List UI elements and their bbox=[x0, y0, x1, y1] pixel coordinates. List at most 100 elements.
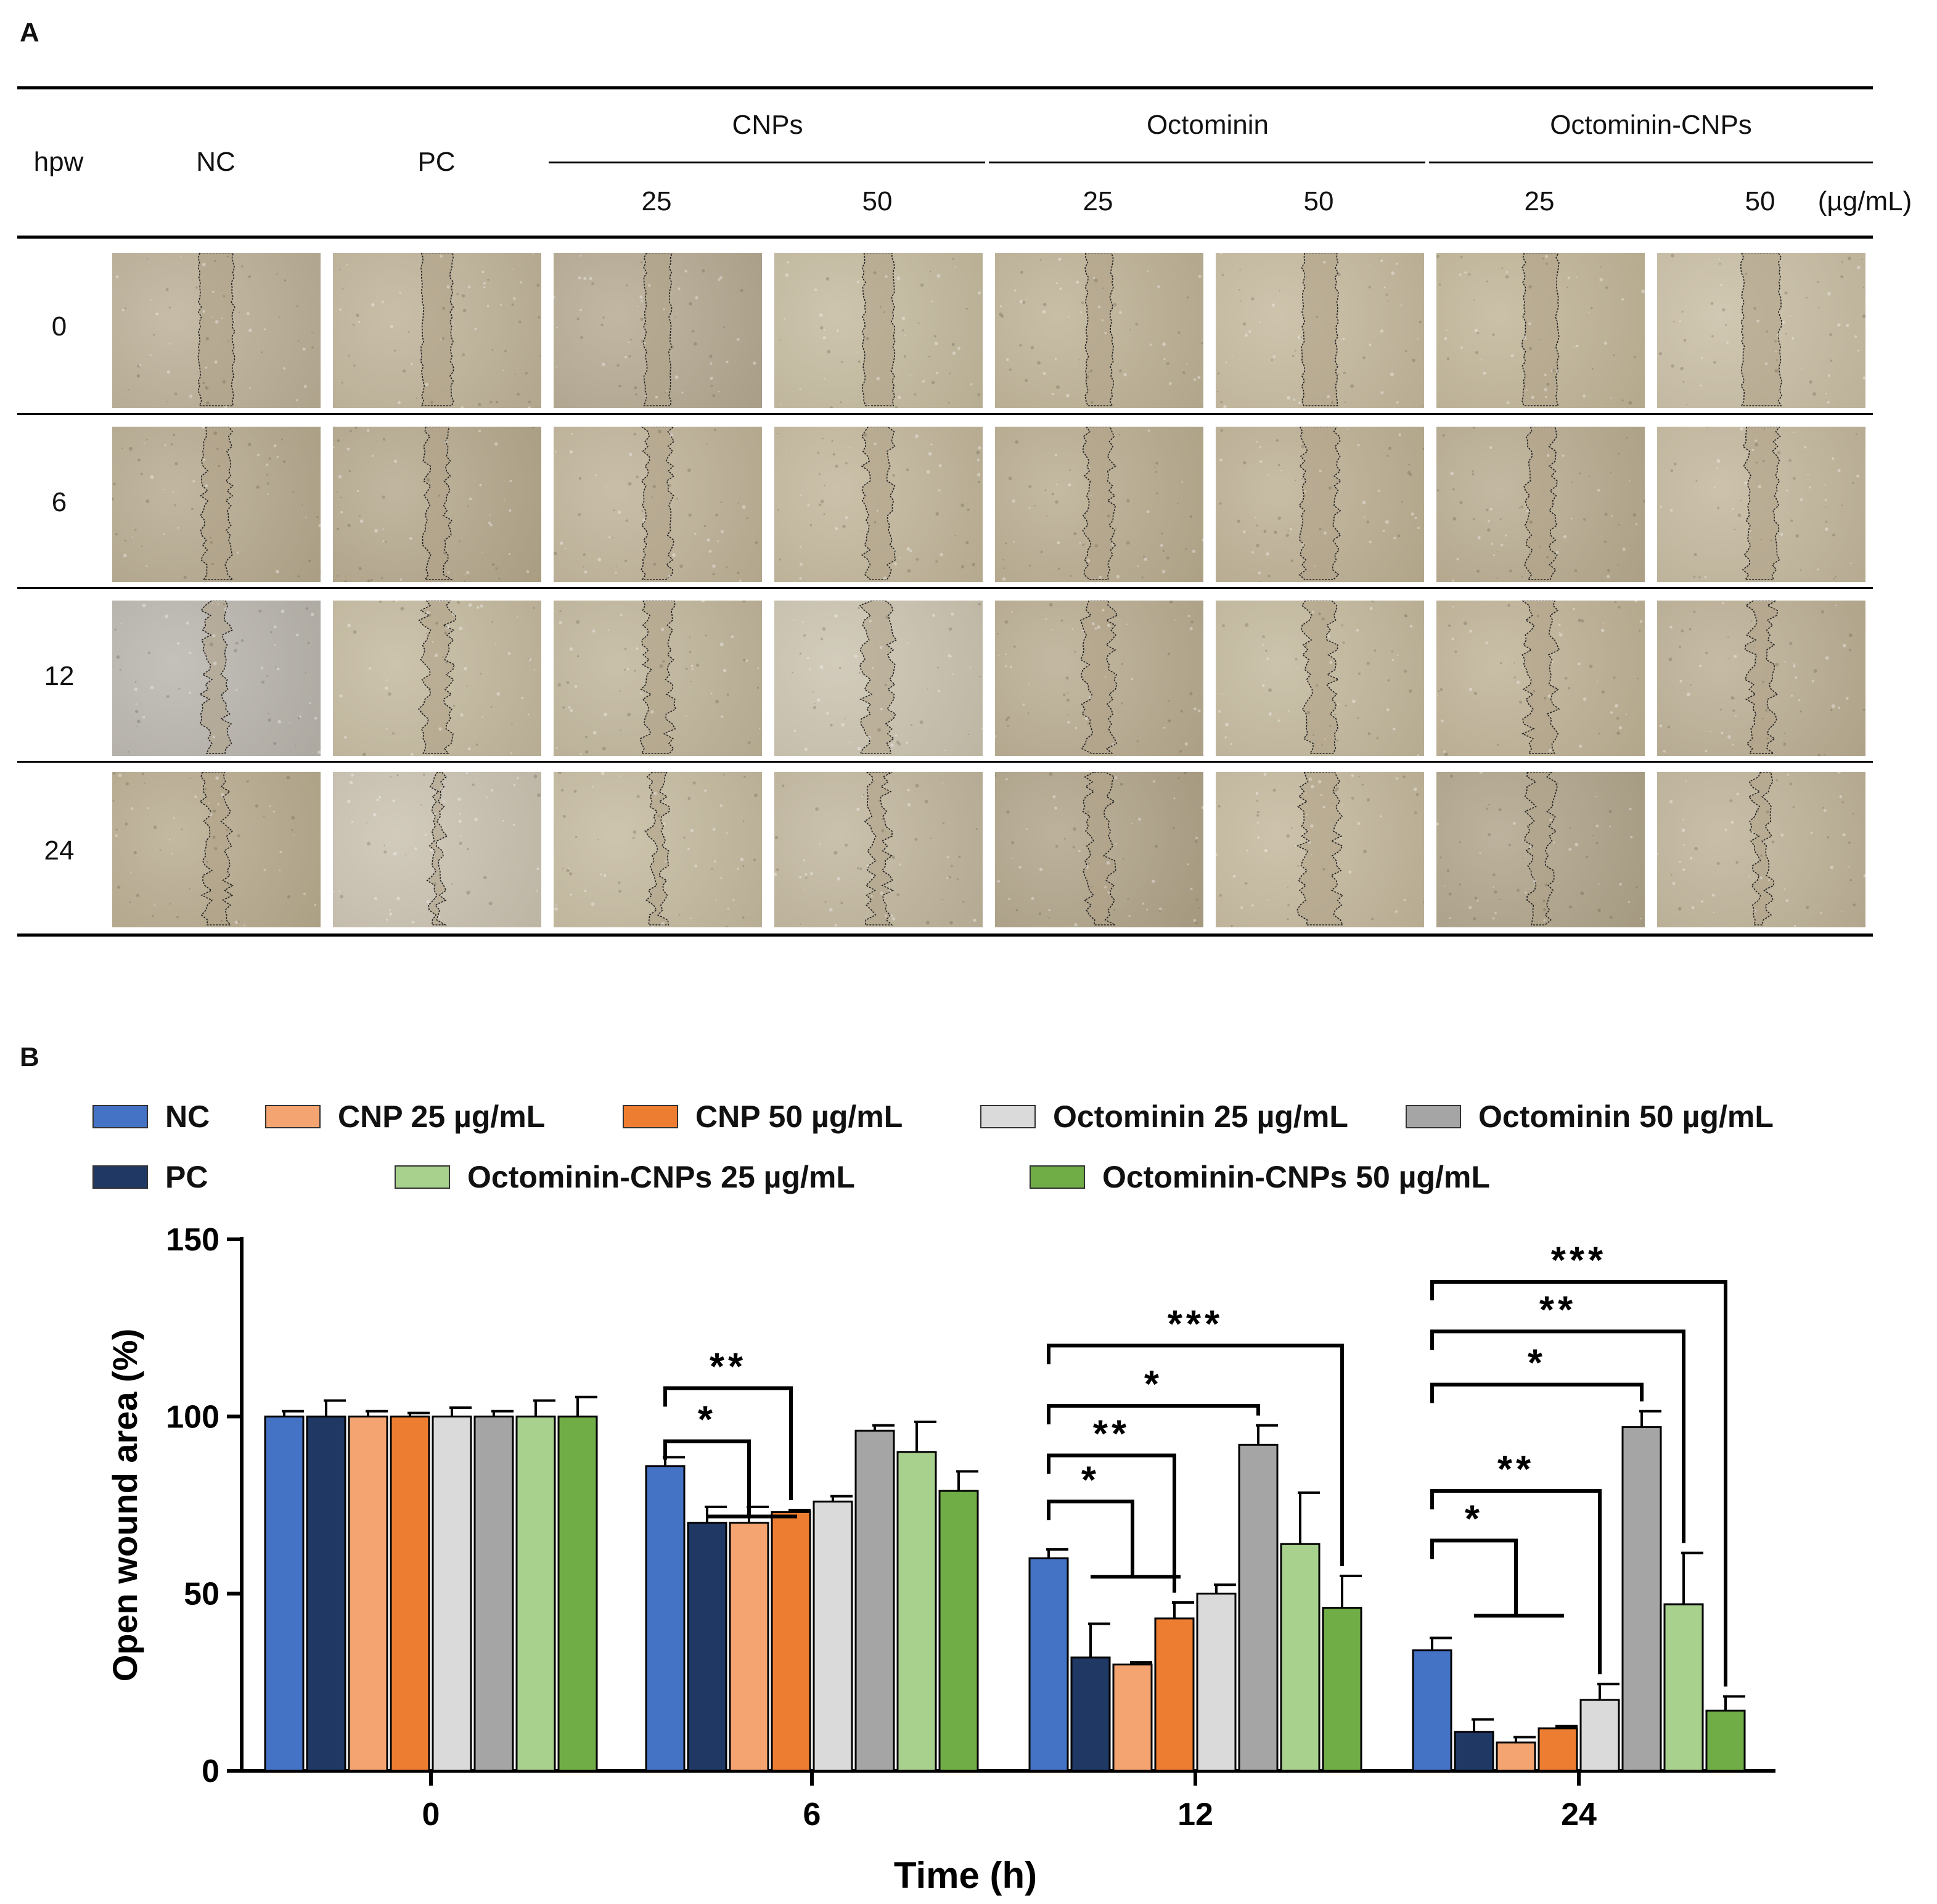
cell-texture bbox=[1472, 518, 1475, 520]
cell-texture bbox=[1681, 310, 1684, 313]
cell-texture bbox=[895, 734, 898, 737]
cell-texture bbox=[1351, 797, 1354, 800]
cell-texture bbox=[1168, 719, 1171, 723]
cell-texture bbox=[1793, 665, 1796, 668]
cell-texture bbox=[460, 713, 464, 717]
wound-area bbox=[199, 772, 234, 925]
cell-texture bbox=[893, 549, 896, 551]
cell-texture bbox=[1126, 499, 1130, 503]
cell-texture bbox=[719, 804, 723, 807]
cell-texture bbox=[636, 647, 639, 650]
cell-texture bbox=[134, 681, 137, 683]
cell-texture bbox=[1833, 577, 1835, 580]
cell-texture bbox=[480, 673, 481, 675]
cell-texture bbox=[1406, 615, 1408, 617]
cell-texture bbox=[1468, 906, 1472, 909]
scratch-micrograph bbox=[774, 601, 983, 756]
cell-texture bbox=[723, 774, 725, 776]
x-tick-label: 6 bbox=[803, 1797, 821, 1832]
cell-texture bbox=[214, 360, 218, 364]
wound-outline bbox=[115, 253, 314, 408]
y-axis-label: Open wound area (%) bbox=[105, 1329, 144, 1682]
cell-texture bbox=[1403, 775, 1406, 779]
cell-texture bbox=[1056, 483, 1058, 486]
cell-texture bbox=[475, 743, 478, 746]
cell-texture bbox=[533, 607, 535, 609]
cell-texture bbox=[690, 665, 694, 667]
cell-texture bbox=[1005, 665, 1007, 668]
cell-texture bbox=[818, 473, 821, 475]
cell-texture bbox=[920, 283, 924, 287]
cell-texture bbox=[142, 603, 146, 607]
cell-texture bbox=[1091, 622, 1095, 626]
cell-texture bbox=[442, 306, 446, 310]
cell-texture bbox=[1734, 655, 1737, 658]
cell-texture bbox=[337, 575, 338, 577]
cell-texture bbox=[1055, 282, 1058, 285]
cell-texture bbox=[1003, 567, 1005, 569]
cell-texture bbox=[1634, 356, 1636, 359]
cell-texture bbox=[1454, 650, 1457, 653]
cell-texture bbox=[1230, 742, 1233, 745]
scratch-micrograph bbox=[1657, 427, 1865, 582]
cell-texture bbox=[205, 385, 207, 388]
cell-texture bbox=[678, 287, 681, 290]
cell-texture bbox=[1592, 834, 1594, 837]
cell-texture bbox=[1474, 897, 1478, 900]
cell-texture bbox=[655, 395, 658, 399]
cell-texture bbox=[411, 753, 414, 756]
cell-texture bbox=[1318, 612, 1321, 615]
cell-texture bbox=[1329, 724, 1332, 728]
cell-texture bbox=[205, 366, 208, 369]
cell-texture bbox=[1756, 809, 1759, 813]
wound-area bbox=[1740, 253, 1783, 406]
cell-texture bbox=[578, 477, 582, 480]
cell-texture bbox=[1123, 373, 1127, 377]
cell-texture bbox=[425, 633, 427, 634]
cell-texture bbox=[820, 326, 824, 330]
cell-texture bbox=[633, 830, 637, 834]
cell-texture bbox=[358, 321, 361, 323]
cell-texture bbox=[171, 853, 173, 855]
cell-texture bbox=[723, 326, 726, 328]
cell-texture bbox=[511, 723, 513, 724]
cell-texture bbox=[1452, 579, 1454, 582]
cell-texture bbox=[1267, 474, 1269, 476]
cell-texture bbox=[1758, 485, 1762, 488]
cell-texture bbox=[948, 654, 951, 658]
cell-texture bbox=[1152, 780, 1155, 783]
cell-texture bbox=[164, 444, 166, 446]
wound-area bbox=[1748, 772, 1774, 925]
bar bbox=[1579, 1699, 1620, 1772]
cell-texture bbox=[1407, 470, 1411, 475]
cell-texture bbox=[273, 625, 277, 629]
header-pc: PC bbox=[417, 147, 456, 177]
cell-texture bbox=[399, 578, 403, 581]
cell-texture bbox=[1618, 726, 1623, 729]
cell-texture bbox=[1578, 618, 1582, 622]
cell-texture bbox=[1218, 710, 1221, 713]
cell-texture bbox=[615, 572, 617, 574]
wound-area bbox=[1744, 601, 1779, 754]
cell-texture bbox=[1019, 343, 1022, 347]
cell-texture bbox=[1842, 644, 1846, 647]
cell-texture bbox=[1589, 664, 1593, 668]
cell-texture bbox=[452, 612, 456, 616]
cell-texture bbox=[1789, 782, 1792, 786]
cell-texture bbox=[1632, 513, 1637, 517]
cell-texture bbox=[901, 329, 904, 332]
cell-texture bbox=[1184, 742, 1188, 746]
cell-texture bbox=[782, 784, 785, 787]
wound-outline bbox=[114, 601, 321, 754]
cell-texture bbox=[1106, 861, 1110, 865]
significance-label: ** bbox=[1539, 1289, 1576, 1331]
cell-texture bbox=[592, 629, 596, 633]
cell-texture bbox=[1793, 924, 1796, 927]
cell-texture bbox=[1050, 629, 1053, 631]
cell-texture bbox=[443, 551, 446, 555]
cell-texture bbox=[618, 384, 621, 388]
cell-texture bbox=[1774, 340, 1777, 343]
cell-texture bbox=[295, 745, 297, 747]
cell-texture bbox=[977, 393, 980, 396]
cell-texture bbox=[1609, 825, 1611, 827]
